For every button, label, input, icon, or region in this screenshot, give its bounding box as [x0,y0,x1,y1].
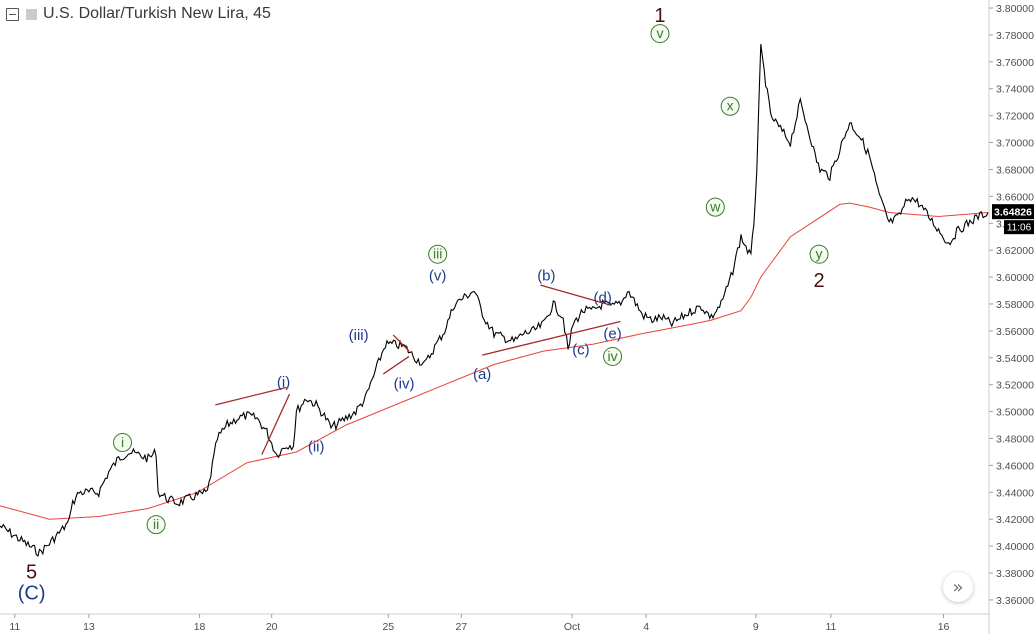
price-axis: 3.80000 3.78000 3.76000 3.74000 3.72000 3.700… [988,0,1034,634]
price-badge-value: 3.64826 [994,207,1032,219]
chart-title: U.S. Dollar/Turkish New Lira, 45 [43,5,271,22]
countdown-value: 11:06 [1007,223,1032,234]
wave-label: (ii) [308,439,325,456]
wave-label: (iii) [349,327,369,344]
wave-label-circle [146,515,166,535]
wave-label-circle [705,197,725,217]
price-line [0,44,989,557]
double-chevron-right-icon: » [952,576,964,598]
wave-label: 1 [654,5,665,27]
wave-label-circle [603,346,623,366]
time-tick-label: 11 [825,621,836,633]
wave-label-layer: 5(C)iii(i)(ii)(iii)(iv)iii(v)(a)(b)(c)(d… [18,5,829,605]
wave-label: i [121,434,124,450]
time-tick-label: 27 [456,621,468,633]
wave-label-circle [809,244,829,264]
minus-square-icon[interactable] [6,7,19,21]
price-tick-label: 3.66000 [996,191,1034,203]
scroll-to-latest-button[interactable]: » [943,572,973,602]
moving-average-line [0,202,989,520]
moving-average-layer [0,202,989,520]
price-tick-label: 3.60000 [996,272,1034,284]
wave-label: (e) [603,326,621,343]
price-tick-label: 3.70000 [996,138,1034,150]
price-tick-label: 3.48000 [996,434,1034,446]
wave-label-circle [428,244,448,264]
time-tick-label: 4 [643,621,649,633]
price-tick-label: 3.78000 [996,30,1034,42]
wave-label: (d) [594,289,612,306]
time-tick-label: 18 [194,621,206,633]
wave-label: (b) [537,268,555,285]
wave-label: iv [607,348,617,364]
price-tick-label: 3.80000 [996,3,1034,15]
wave-label-circle [113,433,133,453]
time-tick-label: 25 [382,621,394,633]
square-icon [26,8,37,20]
price-tick-label: 3.56000 [996,326,1034,338]
price-tick-label: 3.76000 [996,57,1034,69]
price-tick-label: 3.72000 [996,111,1034,123]
time-tick-label: 13 [83,621,95,633]
countdown-badge [1004,220,1034,235]
price-badge-layer: 3.64826 11:06 [992,204,1034,235]
trendline [540,284,612,306]
trendline [215,386,287,406]
time-tick-label: 16 [938,621,950,633]
price-tick-label: 3.40000 [996,541,1034,553]
wave-label-circle [650,24,670,44]
price-tick-label: 3.68000 [996,164,1034,176]
wave-label: (C) [18,583,46,605]
price-tick-label: 3.36000 [996,595,1034,607]
chart-header: U.S. Dollar/Turkish New Lira, 45 [6,4,271,24]
wave-label: w [709,199,721,215]
wave-label: (v) [429,268,447,285]
wave-label: x [727,98,734,114]
price-tick-label: 3.50000 [996,407,1034,419]
price-badge [992,204,1034,220]
time-tick-label: 20 [266,621,278,633]
price-tick-label: 3.46000 [996,460,1034,472]
price-tick-label: 3.38000 [996,568,1034,580]
price-tick-label: 3.42000 [996,514,1034,526]
trendline [261,393,291,455]
wave-label: 2 [813,270,824,292]
price-tick-label: 3.54000 [996,353,1034,365]
wave-label: ii [153,516,159,532]
time-tick-label: 9 [753,621,759,633]
price-tick-label: 3.74000 [996,84,1034,96]
wave-label-circle [720,96,740,116]
time-tick-label: 11 [9,621,20,633]
wave-label: iii [433,246,442,262]
wave-label: (a) [473,366,491,383]
time-axis: 11 13 18 20 25 27 Oct 4 9 11 16 [0,613,989,633]
price-layer [0,44,989,557]
trendline [481,320,621,356]
wave-label: v [656,25,663,41]
wave-label: (i) [277,374,290,391]
time-tick-label: Oct [564,621,580,633]
trendline [382,355,410,375]
price-tick-label: 3.44000 [996,487,1034,499]
price-tick-label: 3.52000 [996,380,1034,392]
wave-label: y [816,246,823,262]
price-tick-label: 3.58000 [996,299,1034,311]
wave-label: 5 [26,562,37,584]
wave-label: (c) [572,342,590,359]
trendline [392,334,410,352]
trendline-layer [215,284,621,455]
wave-label: (iv) [394,375,415,392]
price-tick-label: 3.62000 [996,245,1034,257]
